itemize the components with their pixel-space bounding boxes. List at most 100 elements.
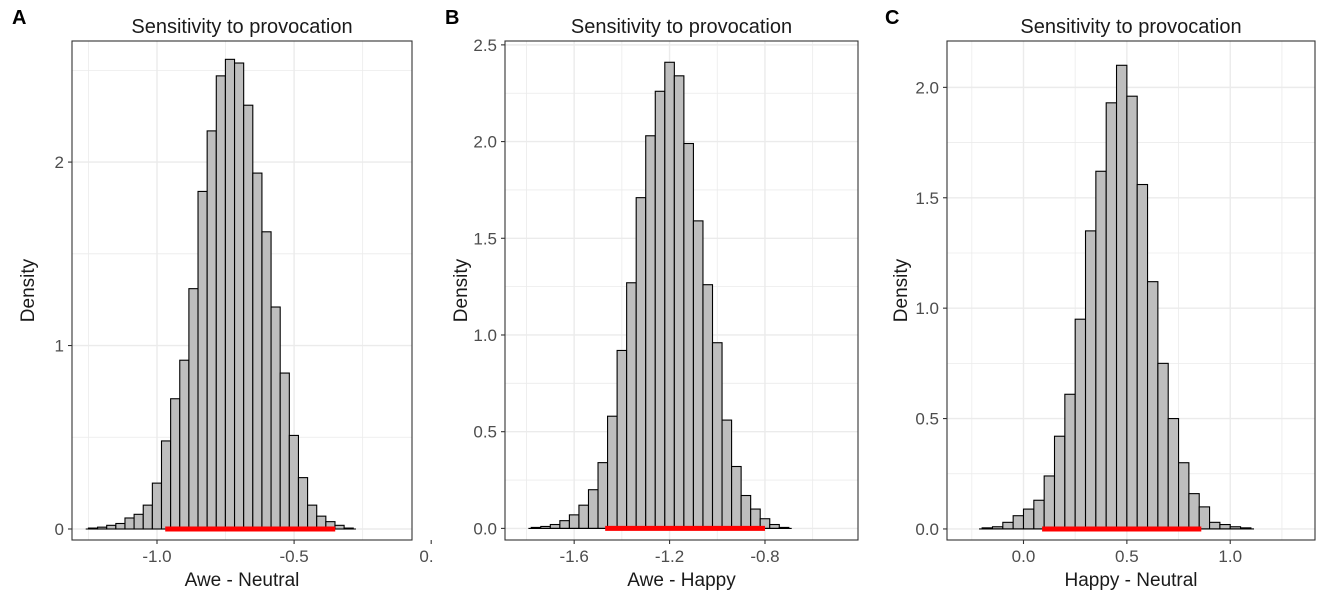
panel-c-histogram-bar <box>1209 521 1221 530</box>
panel-a-histogram-bar <box>288 434 300 530</box>
panel-c-histogram-bar <box>1146 281 1159 530</box>
panel-a-histogram-bar <box>334 524 345 530</box>
panel-c-histogram-bar <box>1012 515 1025 530</box>
panel-c-panel-letter: C <box>885 7 899 29</box>
panel-b-histogram-bar <box>740 494 752 529</box>
panel-b: B Sensitivity to provocation 0.0 0.5 1.0 1.5 2… <box>433 0 873 590</box>
panel-c-histogram-bar <box>1064 393 1076 530</box>
panel-c-histogram-bar <box>1188 493 1200 530</box>
panel-b-x-tick-label: -1.6 <box>560 547 589 566</box>
panel-b-histogram-bar <box>597 462 609 529</box>
panel-a-y-tick-label: 2 <box>55 153 64 172</box>
panel-c-histogram-bar <box>1178 462 1190 530</box>
panel-a-histogram-bar <box>151 482 163 530</box>
panel-b-histogram-bar <box>626 282 637 529</box>
panel-b-histogram-bar <box>578 504 590 529</box>
panel-b-panel-letter: B <box>445 7 459 29</box>
panel-a-histogram-bar <box>243 104 254 530</box>
panel-c-histogram-bar <box>1167 418 1180 530</box>
panel-b-histogram-bar <box>711 342 723 529</box>
panel-c-histogram-bar <box>1219 523 1231 530</box>
panel-b-y-axis-label: Density <box>451 258 472 322</box>
panel-a-x-axis-label: Awe - Neutral <box>185 570 300 590</box>
panel-c: C Sensitivity to provocation 0.0 0.5 1.0 1.5 2… <box>873 0 1325 590</box>
panel-b-histogram-bar <box>607 415 618 529</box>
panel-c-histogram-bar <box>1157 362 1169 530</box>
panel-a-histogram-bar <box>179 359 190 530</box>
chart-c: C Sensitivity to provocation 0.0 0.5 1.0 1.5 2… <box>885 7 1316 590</box>
chart-a: A Sensitivity to provocation 0 1 2 -1.0 -0.5 0.… <box>12 7 433 590</box>
panel-b-title: Sensitivity to provocation <box>571 16 792 38</box>
panel-b-y-tick-label: 0.5 <box>473 423 497 442</box>
panel-b-panel-border <box>504 40 859 541</box>
panel-a-y-axis-label: Density <box>18 258 39 322</box>
panel-c-histogram-bar <box>1043 475 1056 530</box>
panel-a-histogram-bar <box>206 130 217 530</box>
panel-b-histogram-bar <box>750 508 761 529</box>
panel-a-x-tick-label: -0.5 <box>279 547 308 566</box>
panel-c-y-tick-label: 1.5 <box>915 189 939 208</box>
panel-a-histogram-bar <box>270 306 281 530</box>
panel-c-histogram-bar <box>1084 230 1097 530</box>
panel-a-histogram-bar <box>142 504 153 530</box>
panel-b-histogram-bar <box>664 61 675 529</box>
panel-a-x-tick-label: 0.0 <box>419 547 433 566</box>
panel-a-histogram-bar <box>215 75 226 530</box>
panel-b-histogram-bar <box>731 465 742 529</box>
panel-b-histogram-bar <box>769 523 780 529</box>
panel-c-panel-border <box>946 40 1316 541</box>
panel-c-histogram-bar <box>1033 499 1045 530</box>
panel-c-histogram-bar <box>1074 318 1087 530</box>
panel-c-y-axis-label: Density <box>891 258 912 322</box>
panel-b-histogram-bar <box>692 220 704 529</box>
panel-b-histogram-bar <box>683 142 694 529</box>
panel-c-histogram-bar <box>1105 102 1118 530</box>
panel-b-histogram-bar <box>616 349 628 529</box>
panel-a-x-tick-label: -1.0 <box>142 547 171 566</box>
panel-c-title: Sensitivity to provocation <box>1020 16 1241 38</box>
panel-b-histogram-bar <box>702 284 714 529</box>
panel-a-histogram-bar <box>233 62 245 530</box>
panel-b-x-axis-label: Awe - Happy <box>627 570 736 590</box>
panel-c-histogram-bar <box>1022 508 1035 530</box>
panel-b-histogram-bar <box>549 523 561 529</box>
panel-a-y-tick-label: 1 <box>55 337 64 356</box>
panel-a: A Sensitivity to provocation 0 1 2 -1.0 -0.5 0.… <box>0 0 433 590</box>
panel-a-histogram-bar <box>261 231 272 530</box>
panel-b-histogram-bar <box>673 75 685 529</box>
panel-a-histogram-bar <box>106 524 117 530</box>
panel-a-panel-border <box>71 40 413 541</box>
panel-c-y-tick-label: 2.0 <box>915 78 939 97</box>
panel-b-y-tick-label: 0.0 <box>473 519 497 538</box>
panel-a-histogram-bar <box>252 172 263 530</box>
panel-a-histogram-bar <box>279 372 290 530</box>
chart-b: B Sensitivity to provocation 0.0 0.5 1.0 1.5 2… <box>445 7 859 590</box>
panel-b-y-tick-label: 2.0 <box>473 133 497 152</box>
panel-c-histogram-bar <box>1126 95 1138 530</box>
panel-b-y-tick-label: 1.0 <box>473 326 497 345</box>
panel-b-y-tick-label: 1.5 <box>473 229 497 248</box>
panel-a-histogram-bar <box>224 58 236 530</box>
panel-a-histogram-bar <box>188 288 199 530</box>
panel-b-histogram-bar <box>635 197 647 529</box>
panel-b-x-tick-label: -1.2 <box>655 547 684 566</box>
panel-b-histogram-bar <box>654 90 666 529</box>
panel-a-histogram-bar <box>297 477 309 530</box>
panel-c-x-tick-label: 0.0 <box>1012 547 1036 566</box>
panel-b-histogram-bar <box>645 135 656 529</box>
panel-c-histogram-bar <box>1053 435 1066 530</box>
panel-b-y-tick-label: 2.5 <box>473 36 497 55</box>
panel-b-histogram-bar <box>559 520 570 529</box>
panel-a-histogram-bar <box>115 522 126 530</box>
panel-a-histogram-bar <box>124 517 135 530</box>
panel-b-x-tick-label: -0.8 <box>750 547 779 566</box>
panel-c-histogram-bar <box>1136 183 1149 530</box>
panel-a-histogram-bar <box>133 513 144 530</box>
panel-c-histogram-bar <box>1115 64 1128 530</box>
panel-c-x-axis-label: Happy - Neutral <box>1064 570 1197 590</box>
panel-a-histogram-bar <box>160 440 172 530</box>
panel-a-title: Sensitivity to provocation <box>131 16 352 38</box>
panel-a-panel-letter: A <box>12 7 26 29</box>
panel-c-histogram-bar <box>1095 170 1107 530</box>
panel-c-y-tick-label: 1.0 <box>915 299 939 318</box>
